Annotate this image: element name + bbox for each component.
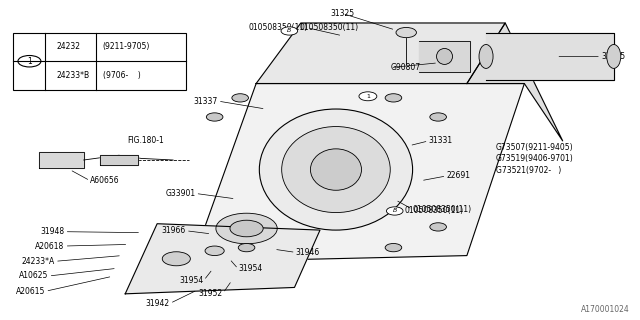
Text: 31946: 31946 <box>296 248 320 257</box>
Text: (9706-    ): (9706- ) <box>103 71 141 80</box>
Text: 31952: 31952 <box>199 289 223 298</box>
Text: B: B <box>392 208 397 213</box>
Circle shape <box>385 94 402 102</box>
Bar <box>13 33 186 90</box>
Circle shape <box>238 244 255 252</box>
Circle shape <box>430 113 447 121</box>
Text: 24232: 24232 <box>57 42 81 52</box>
Text: 31954: 31954 <box>238 264 262 274</box>
Circle shape <box>216 213 277 244</box>
Circle shape <box>232 94 248 102</box>
Polygon shape <box>419 41 470 72</box>
Text: 31954: 31954 <box>180 276 204 285</box>
Text: G73507(9211-9405): G73507(9211-9405) <box>495 143 573 152</box>
Ellipse shape <box>436 49 452 64</box>
Text: 1: 1 <box>27 57 32 66</box>
Circle shape <box>206 113 223 121</box>
Text: (9211-9705): (9211-9705) <box>103 42 150 52</box>
Polygon shape <box>192 84 524 262</box>
Circle shape <box>387 207 403 215</box>
Text: 31325: 31325 <box>330 9 355 18</box>
Text: 31948: 31948 <box>40 227 65 236</box>
Circle shape <box>205 246 224 256</box>
Circle shape <box>230 220 263 237</box>
Circle shape <box>281 27 298 35</box>
Text: G90807: G90807 <box>390 63 420 72</box>
Text: G73521(9702-   ): G73521(9702- ) <box>495 166 561 175</box>
Text: 24233*B: 24233*B <box>57 71 90 80</box>
Circle shape <box>18 55 41 67</box>
Text: 31337: 31337 <box>193 97 218 106</box>
Text: 1: 1 <box>366 94 370 99</box>
Text: G33901: G33901 <box>165 189 195 198</box>
Polygon shape <box>467 23 563 141</box>
Text: FIG.180-1: FIG.180-1 <box>127 136 164 145</box>
Circle shape <box>385 244 402 252</box>
Text: 32135: 32135 <box>601 52 625 61</box>
Text: 010508350(11): 010508350(11) <box>404 206 463 215</box>
Text: B: B <box>287 28 291 34</box>
Polygon shape <box>125 224 320 294</box>
Ellipse shape <box>607 44 621 68</box>
Text: A20618: A20618 <box>35 242 65 251</box>
Ellipse shape <box>310 149 362 190</box>
Circle shape <box>396 28 417 38</box>
Text: 22691: 22691 <box>447 172 470 180</box>
Text: 010508350(11): 010508350(11) <box>300 23 358 32</box>
Text: A10625: A10625 <box>19 271 49 280</box>
Text: 31942: 31942 <box>146 299 170 308</box>
Circle shape <box>430 223 447 231</box>
Text: G73519(9406-9701): G73519(9406-9701) <box>495 154 573 163</box>
Ellipse shape <box>282 126 390 212</box>
Text: A60656: A60656 <box>90 176 120 185</box>
Text: 24233*A: 24233*A <box>22 257 55 266</box>
Text: 31966: 31966 <box>162 226 186 235</box>
Polygon shape <box>256 23 505 84</box>
Polygon shape <box>39 152 84 168</box>
Polygon shape <box>100 155 138 165</box>
Text: 010508350(11): 010508350(11) <box>413 205 472 214</box>
Circle shape <box>163 252 190 266</box>
Text: 010508350(11): 010508350(11) <box>248 23 307 32</box>
Text: 31331: 31331 <box>429 136 452 145</box>
Ellipse shape <box>259 109 413 230</box>
Ellipse shape <box>479 44 493 68</box>
Polygon shape <box>486 33 614 80</box>
Text: A20615: A20615 <box>16 287 45 296</box>
Circle shape <box>359 92 377 101</box>
Text: A170001024: A170001024 <box>581 305 630 314</box>
